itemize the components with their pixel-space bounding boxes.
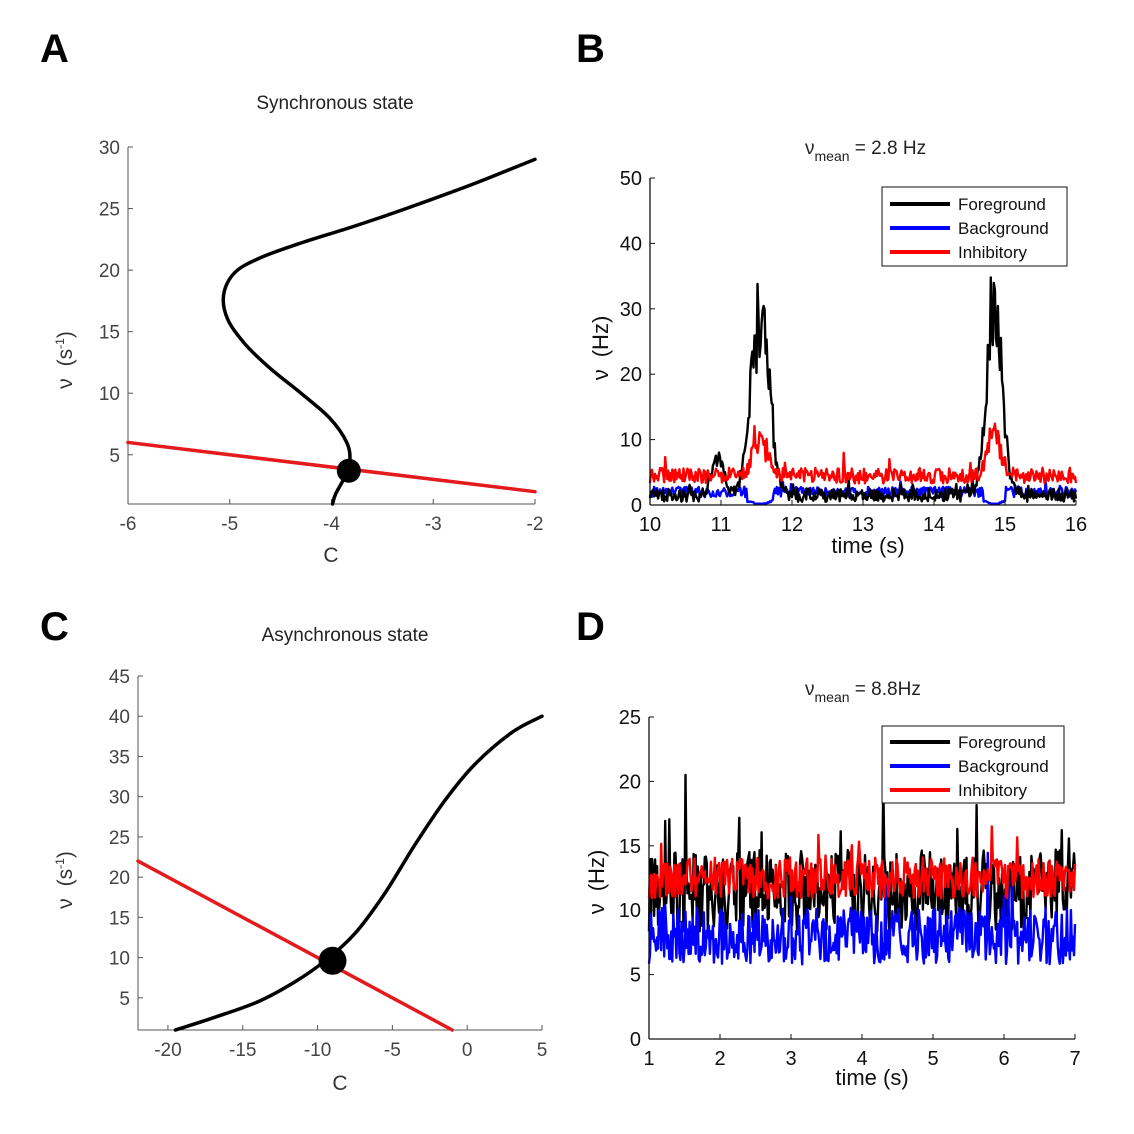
panel-c-x-tick-label: -20 [154,1040,181,1061]
panel-c-y-tick-label: 45 [109,667,130,688]
panel-d-y-tick-label: 10 [619,900,641,922]
panel-d-y-tick-label: 25 [619,707,641,729]
panel-a-y-tick-label: 30 [99,138,120,159]
legend-foreground-label: Foreground [958,195,1046,214]
panel-b-x-label: time (s) [831,533,904,558]
panel-a-x-tick-label: -4 [323,514,340,535]
panel-b-x-tick-label: 11 [711,514,732,536]
panel-d-legend: Foreground Background Inhibitory [881,725,1065,804]
panel-a-y-tick-label: 10 [99,384,120,405]
panel-b-y-tick-label: 50 [620,168,642,190]
panel-label-b: B [576,27,605,71]
panel-d-y-tick-label: 5 [630,965,641,987]
panel-a-x-label: C [323,544,338,567]
panel-b-y-tick-label: 10 [620,430,642,452]
panel-b-y-tick-label: 0 [631,495,642,517]
panel-d-x-tick-label: 3 [785,1048,796,1070]
panel-c-linear-curve [136,859,454,1032]
panel-c-x-tick-label: 0 [462,1040,473,1061]
panel-a-nullcline-curve [221,157,537,506]
panel-a-x-tick-label: -3 [425,514,442,535]
panel-c-y-tick-label: 25 [109,828,130,849]
panel-b-foreground-trace [648,276,1078,503]
panel-b-inhibitory-trace [648,422,1078,485]
legend-foreground-label: Foreground [958,733,1046,752]
panel-c-x-label: C [332,1072,347,1095]
panel-d-y-tick-label: 15 [619,836,641,858]
panel-d-plot: 1 2 3 4 5 6 7 0 5 10 15 20 25 time (s) ν(Hz) Foregro… [584,707,1081,1090]
legend-background-label: Background [958,757,1049,776]
panel-d-x-tick-label: 2 [714,1048,725,1070]
panel-c-x-tick-label: 5 [537,1040,548,1061]
panel-c-x-tick-label: -10 [304,1040,331,1061]
panel-a-y-label: ν(s-1) [53,331,77,389]
panel-a-y-tick-label: 25 [99,200,120,221]
panel-c-x-tick-label: -15 [229,1040,256,1061]
panel-b-y-label: ν(Hz) [588,316,613,381]
panel-a-plot: -6 -5 -4 -3 -2 5 10 15 20 25 30 C ν(s-1) [53,138,543,567]
panel-c-y-tick-label: 20 [109,868,130,889]
panel-d-background-trace [647,851,1077,966]
panel-b-y-tick-label: 30 [620,299,642,321]
panel-b-x-tick-label: 13 [852,514,874,536]
panel-b-legend: Foreground Background Inhibitory [881,186,1068,267]
panel-d-x-tick-label: 1 [643,1048,654,1070]
panel-d-inhibitory-trace [647,825,1077,900]
legend-inhibitory-label: Inhibitory [958,243,1027,262]
panel-a-linear-curve [126,440,537,494]
panel-a-title: Synchronous state [256,93,413,114]
panel-c-y-tick-label: 10 [109,949,130,970]
panel-a-y-tick-label: 5 [109,446,120,467]
panel-label-c: C [40,605,69,649]
panel-a-y-tick-label: 15 [99,323,120,344]
panel-c-y-tick-label: 15 [109,908,130,929]
panel-c-x-tick-label: -5 [384,1040,401,1061]
panel-c-y-tick-label: 40 [109,707,130,728]
legend-background-label: Background [958,219,1049,238]
panel-a-fixed-point [336,458,361,483]
panel-d-x-tick-label: 5 [927,1048,938,1070]
panel-d-y-label: ν(Hz) [584,850,609,915]
panel-b-x-tick-label: 14 [923,514,945,536]
panel-d-x-tick-label: 6 [998,1048,1009,1070]
panel-c-y-label: ν(s-1) [53,851,77,909]
panel-a-x-tick-label: -6 [120,514,137,535]
panel-c-y-tick-label: 35 [109,747,130,768]
panel-d-x-label: time (s) [835,1065,908,1090]
panel-b-x-tick-label: 15 [994,514,1016,536]
panel-a-x-tick-label: -2 [527,514,544,535]
panel-c-title: Asynchronous state [262,625,429,646]
panel-d-y-tick-label: 0 [630,1029,641,1051]
panel-label-a: A [40,27,69,71]
panel-b-title: νmean = 2.8 Hz [805,138,926,164]
panel-b-x-tick-label: 12 [781,514,803,536]
panel-label-d: D [576,605,605,649]
panel-c-nullcline-curve [173,714,544,1032]
panel-a-x-tick-label: -5 [221,514,238,535]
panel-c-plot: -20 -15 -10 -5 0 5 5 10 15 20 25 30 35 40 45 C ν(s-1) [53,667,547,1095]
panel-b-y-tick-label: 20 [620,364,642,386]
panel-b-x-tick-label: 10 [639,514,661,536]
panel-a-y-tick-label: 20 [99,261,120,282]
panel-d-title: νmean = 8.8Hz [805,679,921,705]
panel-b-x-tick-label: 16 [1065,514,1087,536]
panel-d-y-tick-label: 20 [619,771,641,793]
legend-inhibitory-label: Inhibitory [958,781,1027,800]
panel-d-x-tick-label: 7 [1069,1048,1080,1070]
panel-c-y-tick-label: 5 [119,989,130,1010]
panel-c-fixed-point [318,946,347,975]
panel-d-x-tick-label: 4 [856,1048,867,1070]
panel-b-y-tick-label: 40 [620,233,642,255]
panel-c-y-tick-label: 30 [109,788,130,809]
